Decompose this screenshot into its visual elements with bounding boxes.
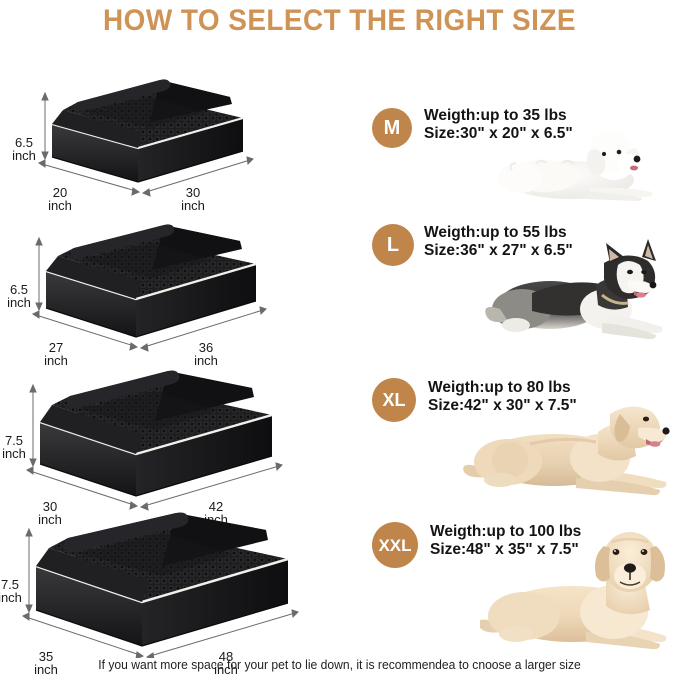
dim-depth-value-xl: 30: [42, 499, 58, 514]
size-row-xxl: 7.5 inch 35 inch 48 inch XXL Weigth:up t…: [0, 508, 679, 677]
dim-depth-unit-xxl: inch: [34, 662, 58, 678]
size-info-m: M Weigth:up to 35 lbs Size:30" x 20" x 6…: [0, 52, 679, 202]
dim-width-value-xl: 42: [208, 499, 224, 514]
bed-illustration-l: 6.5 inch 27 inch 36 inch: [0, 205, 340, 368]
dim-depth-m: 20 inch: [40, 186, 80, 213]
dim-width-unit-m: inch: [181, 198, 205, 214]
size-text-l: Size:36" x 27" x 6.5": [424, 241, 573, 259]
size-badge-l: L: [372, 224, 414, 266]
dim-width-l: 36 inch: [186, 341, 226, 368]
dim-width-unit-l: inch: [194, 353, 218, 369]
dim-height-value-xxl: 7.5: [0, 577, 20, 592]
dim-height-m: 6.5 inch: [6, 136, 42, 163]
size-row-l: 6.5 inch 27 inch 36 inch L Weigth:up to …: [0, 205, 679, 368]
dim-height-unit-xl: inch: [2, 446, 26, 462]
page-title: HOW TO SELECT THE RIGHT SIZE: [103, 4, 576, 37]
size-spec-xxl: Weigth:up to 100 lbs Size:48" x 35" x 7.…: [430, 523, 581, 559]
dim-width-value-m: 30: [185, 185, 201, 200]
size-badge-xxl: XXL: [372, 522, 418, 568]
dog-photo-yellow-labrador: [478, 522, 679, 663]
dim-width-xxl: 48 inch: [206, 650, 246, 677]
dim-width-unit-xxl: inch: [214, 662, 238, 678]
size-badge-m: M: [372, 108, 412, 148]
dim-depth-xxl: 35 inch: [26, 650, 66, 677]
bed-illustration-m: 6.5 inch 20 inch 30 inch: [0, 52, 340, 213]
dim-height-unit-l: inch: [7, 295, 31, 311]
dim-height-xxl: 7.5 inch: [0, 578, 28, 605]
dog-photo-siberian-husky: [478, 223, 676, 348]
size-spec-m: Weigth:up to 35 lbs Size:30" x 20" x 6.5…: [424, 107, 573, 143]
bed-illustration-xxl: 7.5 inch 35 inch 48 inch: [0, 508, 340, 677]
size-row-xl: 7.5 inch 30 inch 42 inch XL Weigth:up to…: [0, 358, 679, 527]
size-text-xl: Size:42" x 30" x 7.5": [428, 396, 577, 414]
dim-width-value-l: 36: [198, 340, 214, 355]
bed-svg-xl: [26, 370, 283, 511]
dog-photo-bichon-frise-white: [492, 130, 672, 207]
footer-note: If you want more space for your pet to l…: [98, 658, 581, 672]
size-badge-xl: XL: [372, 378, 416, 422]
dim-depth-value-m: 20: [52, 185, 68, 200]
dim-depth-value-xxl: 35: [38, 649, 54, 664]
dim-depth-xl: 30 inch: [30, 500, 70, 527]
dim-height-xl: 7.5 inch: [0, 434, 32, 461]
dim-depth-unit-m: inch: [48, 198, 72, 214]
dim-width-value-xxl: 48: [218, 649, 234, 664]
size-info-xl: XL Weigth:up to 80 lbs Size:42" x 30" x …: [0, 358, 679, 518]
dim-height-unit-xxl: inch: [0, 590, 22, 606]
dim-height-value-l: 6.5: [9, 282, 29, 297]
dim-width-m: 30 inch: [173, 186, 213, 213]
size-spec-xl: Weigth:up to 80 lbs Size:42" x 30" x 7.5…: [428, 379, 577, 415]
bed-illustration-xl: 7.5 inch 30 inch 42 inch: [0, 358, 340, 527]
size-text-xxl: Size:48" x 35" x 7.5": [430, 540, 579, 558]
weight-text-xl: Weigth:up to 80 lbs: [428, 379, 571, 396]
size-text-m: Size:30" x 20" x 6.5": [424, 124, 573, 142]
size-info-xxl: XXL Weigth:up to 100 lbs Size:48" x 35" …: [0, 508, 679, 658]
bed-svg-xxl: [22, 512, 299, 661]
dim-height-l: 6.5 inch: [1, 283, 37, 310]
dim-depth-value-l: 27: [48, 340, 64, 355]
weight-text-m: Weigth:up to 35 lbs: [424, 107, 567, 124]
dim-height-value-m: 6.5: [14, 135, 34, 150]
weight-text-l: Weigth:up to 55 lbs: [424, 224, 567, 241]
bed-svg-m: [38, 79, 254, 197]
dim-height-unit-m: inch: [12, 148, 36, 164]
dim-depth-l: 27 inch: [36, 341, 76, 368]
size-spec-l: Weigth:up to 55 lbs Size:36" x 27" x 6.5…: [424, 224, 573, 260]
weight-text-xxl: Weigth:up to 100 lbs: [430, 523, 582, 540]
size-info-l: L Weigth:up to 55 lbs Size:36" x 27" x 6…: [0, 205, 679, 360]
size-row-m: 6.5 inch 20 inch 30 inch M Weigth:up to …: [0, 52, 679, 213]
dim-depth-unit-l: inch: [44, 353, 68, 369]
bed-svg-l: [32, 224, 267, 352]
dim-depth-unit-xl: inch: [38, 512, 62, 528]
dim-height-value-xl: 7.5: [4, 433, 24, 448]
dog-photo-golden-retriever: [460, 380, 676, 505]
